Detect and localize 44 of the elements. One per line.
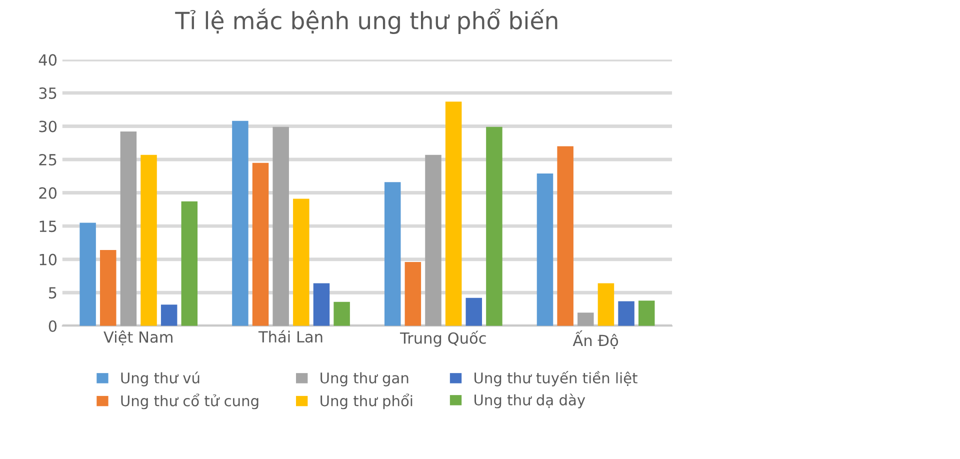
bar <box>598 283 614 326</box>
bar <box>100 250 116 326</box>
bar <box>445 102 462 326</box>
bar <box>425 154 442 326</box>
bar <box>313 283 330 326</box>
y-tick-label: 10 <box>40 254 57 266</box>
bar <box>557 146 574 326</box>
bar <box>80 222 96 326</box>
legend-label: Ung thư phổi <box>320 394 412 410</box>
legend-label: Ung thư dạ dày <box>474 394 586 408</box>
y-tick-label: 40 <box>38 54 57 66</box>
y-tick-label: 35 <box>39 87 56 99</box>
bar <box>618 301 634 326</box>
y-tick-label: 20 <box>39 187 57 199</box>
legend-label: Ung thư vú <box>121 372 200 386</box>
y-tick-label: 0 <box>48 320 57 332</box>
bar <box>181 201 198 326</box>
y-tick-label: 5 <box>49 287 56 299</box>
bar <box>272 126 289 326</box>
bar <box>404 262 422 326</box>
bar <box>466 298 482 326</box>
y-tick-label: 25 <box>39 154 56 166</box>
bar <box>160 304 178 326</box>
bar <box>140 154 157 326</box>
legend-label: Ung thư gan <box>320 372 408 386</box>
bar <box>578 312 594 326</box>
chart-title: Tỉ lệ mắc bệnh ung thư phổ biến <box>175 8 558 34</box>
legend-label: Ung thư cổ tử cung <box>121 394 258 410</box>
y-tick-label: 15 <box>40 220 56 232</box>
bar <box>536 173 554 326</box>
x-tick-label: Trung Quốc <box>400 330 486 347</box>
bar <box>232 120 248 326</box>
legend-label: Ung thư tuyến tiền liệt <box>474 370 638 386</box>
x-tick-label: Việt Nam <box>104 330 172 346</box>
x-tick-label: Thái Lan <box>258 330 322 343</box>
y-tick-label: 30 <box>39 120 57 132</box>
x-tick-label: Ấn Độ <box>572 330 618 349</box>
bar <box>252 162 269 326</box>
bar <box>334 302 350 326</box>
bar <box>638 300 655 326</box>
bar <box>384 182 401 326</box>
bar <box>120 132 137 326</box>
bar <box>486 126 502 326</box>
bar <box>293 198 310 326</box>
